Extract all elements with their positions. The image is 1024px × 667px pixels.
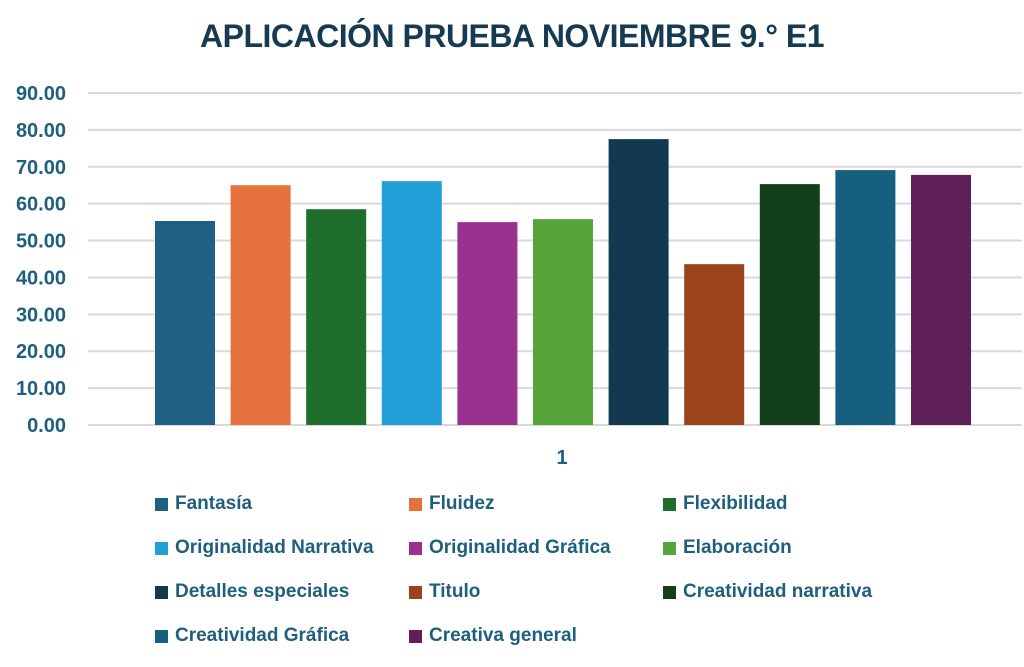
legend-swatch bbox=[409, 497, 422, 511]
legend-label: Creatividad Gráfica bbox=[175, 625, 350, 646]
x-tick-label: 1 bbox=[556, 447, 567, 469]
bar-fluidez bbox=[230, 185, 291, 425]
y-tick-label: 0.00 bbox=[27, 415, 66, 437]
bar-creatividad-gráfica bbox=[835, 170, 896, 425]
bar-originalidad-narrativa bbox=[381, 181, 442, 425]
bar-creatividad-narrativa bbox=[759, 184, 820, 425]
legend-item: Detalles especiales bbox=[155, 581, 349, 603]
chart-title: APLICACIÓN PRUEBA NOVIEMBRE 9.° E1 bbox=[199, 18, 825, 54]
legend-item: Originalidad Gráfica bbox=[409, 537, 611, 559]
bar-titulo bbox=[684, 264, 745, 425]
legend-item: Creatividad narrativa bbox=[663, 581, 872, 603]
legend-item: Fluidez bbox=[409, 493, 494, 515]
legend-label: Creatividad narrativa bbox=[683, 581, 873, 602]
plot-area: 0.00 10.00 20.00 30.00 40.00 50.00 60.00 70.00 8… bbox=[16, 83, 1022, 469]
legend-swatch bbox=[663, 541, 676, 555]
legend-swatch bbox=[663, 497, 676, 511]
y-tick-label: 90.00 bbox=[16, 83, 66, 105]
legend-item: Creatividad Gráfica bbox=[155, 625, 349, 647]
legend-swatch bbox=[155, 629, 168, 643]
legend-item: Originalidad Narrativa bbox=[155, 537, 374, 559]
legend-label: Creativa general bbox=[429, 625, 577, 646]
legend-swatch bbox=[409, 629, 422, 643]
legend-swatch bbox=[409, 541, 422, 555]
legend-item: Elaboración bbox=[663, 537, 792, 559]
bar-flexibilidad bbox=[306, 209, 367, 425]
bar-fantasía bbox=[155, 221, 215, 425]
legend-item: Fantasía bbox=[155, 493, 252, 515]
legend-label: Detalles especiales bbox=[175, 581, 350, 602]
legend-swatch bbox=[155, 541, 168, 555]
legend-label: Fantasía bbox=[175, 493, 253, 514]
legend-label: Originalidad Narrativa bbox=[175, 537, 374, 558]
y-tick-label: 60.00 bbox=[16, 194, 66, 216]
bar-originalidad-gráfica bbox=[457, 222, 518, 425]
legend-swatch bbox=[155, 585, 168, 599]
legend-label: Fluidez bbox=[429, 493, 495, 514]
y-tick-label: 40.00 bbox=[16, 267, 66, 289]
y-tick-label: 20.00 bbox=[16, 341, 66, 363]
legend-label: Elaboración bbox=[683, 537, 792, 558]
y-tick-label: 50.00 bbox=[16, 231, 66, 253]
y-tick-label: 10.00 bbox=[16, 378, 66, 400]
legend-label: Flexibilidad bbox=[683, 493, 788, 514]
legend-item: Titulo bbox=[409, 581, 480, 603]
bar-detalles-especiales bbox=[608, 139, 669, 425]
legend-label: Titulo bbox=[429, 581, 481, 602]
bar-creativa-general bbox=[911, 174, 971, 425]
legend-item: Creativa general bbox=[409, 625, 577, 647]
y-tick-label: 30.00 bbox=[16, 304, 66, 326]
legend-item: Flexibilidad bbox=[663, 493, 788, 515]
bar-elaboración bbox=[533, 219, 593, 425]
legend-swatch bbox=[409, 585, 422, 599]
legend-label: Originalidad Gráfica bbox=[429, 537, 611, 558]
legend-swatch bbox=[155, 497, 168, 511]
y-tick-label: 80.00 bbox=[16, 120, 66, 142]
y-tick-label: 70.00 bbox=[16, 157, 66, 179]
legend-swatch bbox=[663, 585, 676, 599]
